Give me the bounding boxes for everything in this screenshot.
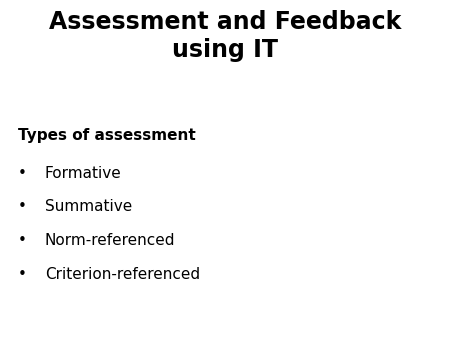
Text: Types of assessment: Types of assessment [18, 128, 196, 143]
Text: Formative: Formative [45, 166, 122, 180]
Text: •: • [18, 199, 27, 214]
Text: •: • [18, 233, 27, 248]
Text: •: • [18, 166, 27, 180]
Text: •: • [18, 267, 27, 282]
Text: Norm-referenced: Norm-referenced [45, 233, 176, 248]
Text: Summative: Summative [45, 199, 132, 214]
Text: Criterion-referenced: Criterion-referenced [45, 267, 200, 282]
Text: Assessment and Feedback
using IT: Assessment and Feedback using IT [49, 10, 401, 62]
